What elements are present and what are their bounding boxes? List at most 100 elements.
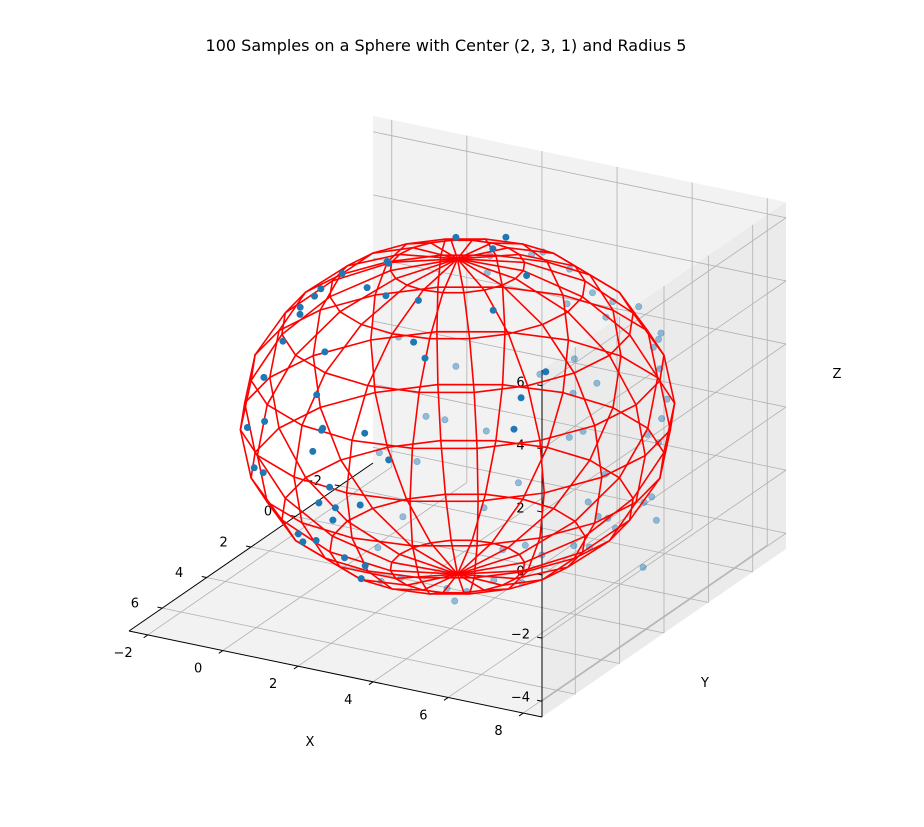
y-axis-tick [218,650,224,654]
scatter-point [521,541,529,549]
scatter-point [250,464,258,472]
y-axis-tick-label: 0 [194,662,202,677]
z-axis-tick-label: −4 [511,691,530,706]
x-axis-tick [201,576,207,579]
grid-line-y [372,513,618,683]
y-axis-label: Y [700,676,709,691]
x-axis-tick [334,484,340,487]
grid-line-x [250,546,665,634]
z-axis-tick-label: 6 [516,375,524,390]
scatter-point [639,563,647,571]
y-axis-tick [518,712,524,717]
y-axis-tick [443,697,449,701]
y-axis-tick [143,634,149,639]
scatter-point [635,303,643,311]
scatter-point [361,429,369,437]
y-axis-tick-label: 8 [494,724,502,739]
scatter-point [410,338,418,346]
y-axis-tick-label: 2 [269,677,277,692]
scatter-point [489,306,497,314]
z-axis-tick-label: −2 [511,628,530,643]
sphere-parallel [329,493,586,595]
scatter-point [570,355,578,363]
grid-line-y [147,466,392,636]
scatter-point [510,425,518,433]
grid-line-z [541,469,787,639]
scatter-point [658,415,666,423]
scatter-point [296,310,304,318]
scatter-point [652,516,660,524]
scatter-point [294,530,302,538]
z-axis-tick [537,636,543,639]
z-axis-tick-label: 4 [516,438,524,453]
scatter-point [657,329,665,337]
scatter-point [565,433,573,441]
scatter-point [414,296,422,304]
x-axis-tick-label: 4 [175,566,183,581]
scatter-point [356,501,364,509]
scatter-point [517,394,525,402]
scatter-point [452,362,460,370]
scatter-point [331,504,339,512]
scatter-point [299,538,307,546]
z-axis-tick [537,699,543,702]
scatter-point [357,575,365,583]
scatter-point [326,483,334,491]
scatter-point [648,493,656,501]
scatter-point [482,427,490,435]
grid-line-z [372,383,787,471]
scatter-point [413,457,421,465]
y-axis-tick [368,681,374,686]
scatter-point [514,479,522,487]
scatter-points-back [374,248,671,605]
scatter-point [383,257,391,265]
grid-line-z [541,280,787,450]
scatter-point [329,516,337,524]
y-axis-line [128,630,543,718]
scatter-point [523,271,531,279]
scatter-point [385,456,393,464]
scatter-point [279,337,287,345]
scatter-point [319,424,327,432]
z-axis-tick-label: 2 [516,502,524,517]
scatter-point [261,417,269,425]
x-axis-label: X [306,735,315,750]
scatter-point [584,498,592,506]
scatter-point [310,292,318,300]
x-axis-tick-label: 0 [264,505,272,520]
grid-line-x [162,607,576,695]
scatter-point [382,292,390,300]
scatter-point [363,284,371,292]
grid-line-z [372,320,787,408]
sphere-parallel [329,238,586,340]
scatter-point [422,412,430,420]
scatter-point [441,416,449,424]
scatter-point [588,289,596,297]
y-axis-tick [293,665,299,670]
sphere-parallel [281,254,634,394]
x-axis-tick-label: 6 [131,596,139,611]
scatter-point [260,373,268,381]
chart-title: 100 Samples on a Sphere with Center (2, … [206,36,687,55]
scatter-point [312,536,320,544]
z-axis-label: Z [833,367,842,382]
sphere-parallel [281,439,634,579]
grid-line-y [523,544,768,714]
scatter-point [502,233,510,241]
sphere-parallel [389,539,526,594]
sphere-parallel [250,286,665,450]
sphere-parallel [389,239,526,294]
scatter-point [536,370,544,378]
scatter-point [361,562,369,570]
scatter-point [243,423,251,431]
axis-panes [129,116,786,717]
scatter-point [309,447,317,455]
scatter-point [296,303,304,311]
sphere-parallel [239,330,676,503]
scatter-point [341,554,349,562]
scatter-point [317,285,325,293]
scatter-point [374,544,382,552]
